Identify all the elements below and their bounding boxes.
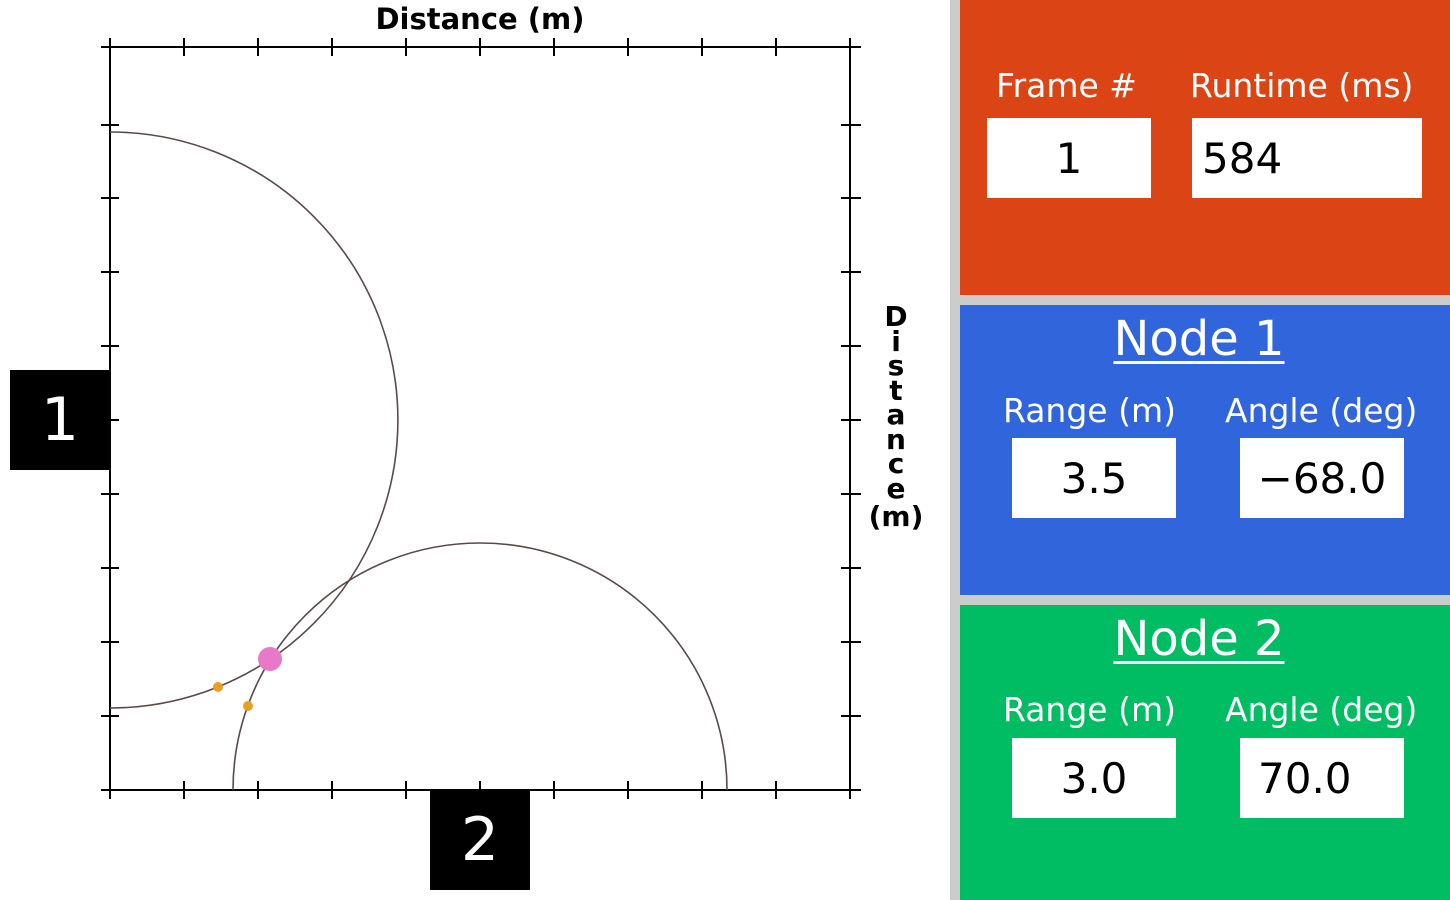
plot-canvas xyxy=(101,38,861,799)
position-estimate-marker xyxy=(258,647,282,671)
runtime-label: Runtime (ms) xyxy=(1190,66,1414,105)
node-1-angle-field[interactable]: −68.0 xyxy=(1240,438,1404,518)
node-2-title: Node 2 xyxy=(1113,611,1285,667)
y-axis-title-letter: i xyxy=(891,324,901,358)
node-1-panel: Node 1 Range (m) Angle (deg) 3.5 −68.0 xyxy=(960,305,1450,595)
frame-panel: Frame # Runtime (ms) 1 584 xyxy=(960,0,1450,295)
node-1-range-circle xyxy=(109,131,399,709)
y-axis-title-letter: e xyxy=(886,471,906,505)
node-1-angle-label: Angle (deg) xyxy=(1225,391,1418,430)
node-1-range-label: Range (m) xyxy=(1003,391,1176,430)
node-1-title: Node 1 xyxy=(1113,311,1285,367)
measurement-point xyxy=(243,701,253,711)
node-2-range-label: Range (m) xyxy=(1003,690,1176,729)
y-axis-title-letter: t xyxy=(889,373,903,407)
x-axis-title: Distance (m) xyxy=(375,2,585,36)
node-1-marker: 1 xyxy=(10,370,110,470)
side-panel: Frame # Runtime (ms) 1 584 Node 1 Range … xyxy=(950,0,1450,900)
frame-number-label: Frame # xyxy=(996,66,1137,105)
y-axis-title-letter: c xyxy=(887,447,905,480)
node-2-angle-label: Angle (deg) xyxy=(1225,690,1418,729)
y-axis-title: D i s t a n c e (m) xyxy=(860,300,932,533)
measurement-point xyxy=(213,682,223,692)
frame-number-field[interactable]: 1 xyxy=(987,118,1151,198)
node-2-panel: Node 2 Range (m) Angle (deg) 3.0 70.0 xyxy=(960,605,1450,900)
node-2-range-circle xyxy=(232,542,728,791)
node-1-range-field[interactable]: 3.5 xyxy=(1012,438,1176,518)
plot-area: Distance (m) D i s t a n c e (m) 1 2 xyxy=(10,2,932,890)
y-axis-title-letter: a xyxy=(886,398,906,431)
node-2-range-field[interactable]: 3.0 xyxy=(1012,738,1176,818)
node-2-angle-field[interactable]: 70.0 xyxy=(1240,738,1404,818)
y-axis-title-unit: (m) xyxy=(868,500,924,533)
y-axis-title-letter: D xyxy=(884,300,908,333)
y-axis-title-letter: n xyxy=(886,422,906,456)
y-axis-title-letter: s xyxy=(887,349,905,382)
runtime-field[interactable]: 584 xyxy=(1192,118,1422,198)
node-2-marker: 2 xyxy=(430,790,530,890)
plot-frame xyxy=(109,46,851,791)
